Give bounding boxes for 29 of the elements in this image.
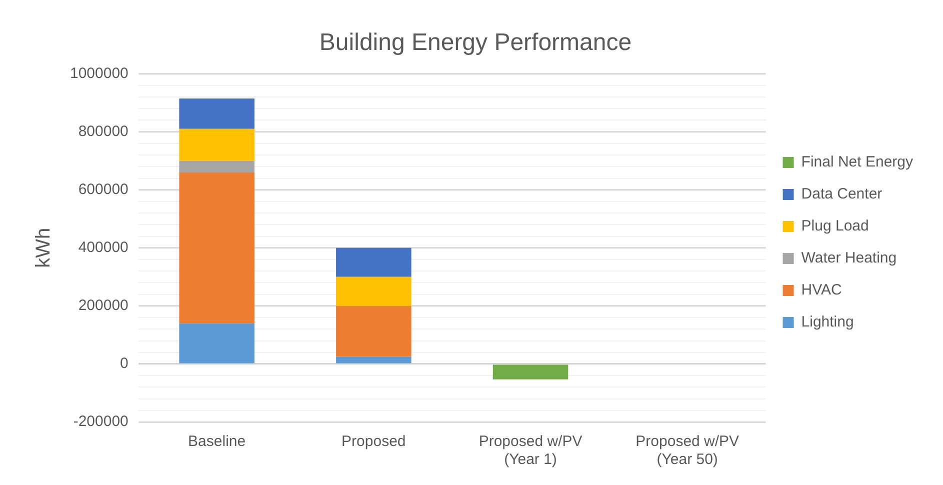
legend-label: Data Center — [801, 186, 882, 203]
legend-label: Water Heating — [801, 250, 897, 267]
y-axis-title: kWh — [32, 228, 55, 268]
bar — [336, 276, 412, 306]
bar — [179, 323, 254, 364]
x-tick-label: Baseline — [188, 433, 246, 450]
x-tick-label: Proposed w/PV (Year 1) — [478, 433, 582, 468]
legend-label: Plug Load — [801, 218, 869, 235]
x-tick-label: Proposed — [342, 433, 406, 450]
y-tick-label: 200000 — [78, 297, 128, 314]
bar — [179, 160, 254, 172]
chart-title: Building Energy Performance — [319, 29, 632, 56]
y-tick-label: 1000000 — [70, 64, 128, 82]
y-tick-label: 600000 — [78, 181, 128, 198]
y-tick-label: -200000 — [73, 413, 128, 430]
bar — [179, 98, 254, 129]
bar — [336, 248, 412, 277]
bar — [336, 356, 412, 364]
x-tick-label: Proposed w/PV (Year 50) — [636, 433, 740, 468]
legend-label: Lighting — [801, 314, 854, 331]
y-tick-label: 0 — [120, 355, 128, 372]
y-tick-label: 400000 — [78, 239, 128, 256]
legend-label: Final Net Energy — [801, 154, 914, 171]
bar — [179, 128, 254, 161]
bar — [492, 364, 568, 380]
y-tick-label: 800000 — [78, 122, 128, 140]
bar — [336, 306, 412, 357]
bar — [179, 172, 254, 324]
legend-label: HVAC — [801, 282, 842, 299]
